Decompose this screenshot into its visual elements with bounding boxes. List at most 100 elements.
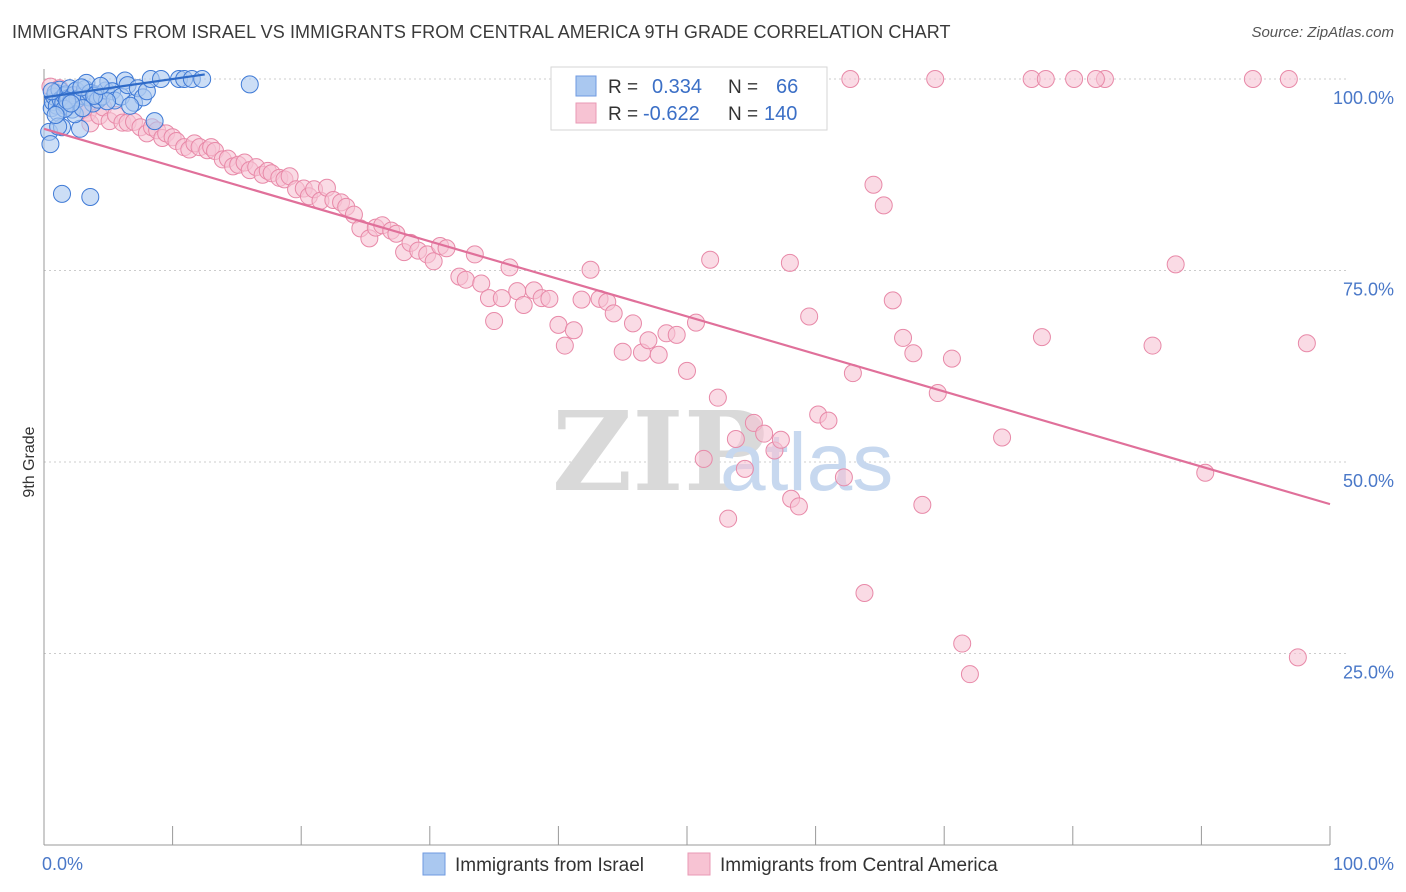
stats-legend-box: R = 0.334 N = 66 R = -0.622 N = 140	[550, 66, 828, 131]
y-tick-label-3: 25.0%	[1343, 663, 1394, 683]
point-central-140	[926, 70, 945, 88]
point-central-136	[1032, 328, 1051, 347]
point-central-80	[555, 336, 574, 355]
chart-source: Source: ZipAtlas.com	[1251, 24, 1394, 41]
point-central-83	[581, 260, 600, 279]
point-central-139	[780, 253, 799, 272]
point-central-111	[834, 468, 853, 487]
point-israel-65	[91, 76, 110, 95]
point-central-126	[1036, 70, 1055, 88]
point-central-99	[719, 509, 738, 528]
point-central-86	[604, 304, 623, 323]
series-central-america-points	[41, 70, 1316, 684]
point-central-122	[953, 634, 972, 653]
point-central-118	[904, 344, 923, 363]
stats-r-label-israel: R =	[608, 77, 638, 98]
trendline-central-america	[43, 127, 1331, 506]
point-central-113	[855, 583, 874, 602]
point-israel-50	[53, 184, 72, 203]
point-central-91	[649, 345, 668, 364]
stats-swatch-israel	[575, 75, 597, 97]
point-central-108	[800, 307, 819, 326]
point-central-114	[864, 175, 883, 194]
stats-n-value-israel: 66	[776, 76, 798, 98]
legend-swatch-israel	[422, 852, 446, 876]
point-israel-52	[121, 96, 140, 115]
legend-swatch-central	[687, 852, 711, 876]
stats-r-label-central: R =	[608, 104, 638, 125]
point-central-97	[701, 250, 720, 269]
point-central-133	[1288, 648, 1307, 667]
point-central-72	[492, 289, 511, 308]
point-central-134	[1279, 70, 1298, 88]
stats-box-frame	[550, 66, 828, 131]
point-central-124	[993, 428, 1012, 447]
stats-r-value-israel: 0.334	[652, 76, 702, 98]
stats-n-value-central: 140	[764, 103, 797, 125]
x-tick-label-left: 0.0%	[42, 854, 83, 874]
legend-label-israel: Immigrants from Israel	[455, 855, 644, 876]
point-central-101	[735, 459, 754, 478]
point-central-75	[514, 295, 533, 314]
point-central-78	[540, 289, 559, 308]
trendlines	[43, 73, 1331, 506]
point-central-87	[613, 342, 632, 361]
point-central-110	[819, 411, 838, 430]
axes	[43, 69, 1331, 846]
y-tick-labels: 100.0% 75.0% 50.0% 25.0%	[1333, 88, 1394, 683]
stats-swatch-central	[575, 102, 597, 124]
point-central-67	[456, 270, 475, 289]
point-central-117	[894, 328, 913, 347]
point-central-82	[572, 290, 591, 309]
point-central-63	[424, 252, 443, 271]
point-central-94	[678, 361, 696, 380]
point-central-71	[485, 312, 504, 331]
point-israel-1	[41, 135, 60, 154]
point-central-103	[755, 424, 774, 443]
point-central-135	[1297, 334, 1316, 353]
point-central-105	[771, 430, 790, 449]
y-tick-label-2: 50.0%	[1343, 471, 1394, 491]
point-israel-51	[81, 187, 100, 206]
point-central-69	[472, 274, 491, 293]
point-central-121	[942, 349, 961, 368]
stats-r-value-central: -0.622	[643, 103, 700, 125]
x-tick-label-right: 100.0%	[1333, 854, 1394, 874]
point-central-119	[913, 495, 932, 514]
point-central-129	[1143, 336, 1162, 355]
point-israel-64	[62, 94, 81, 113]
point-israel-60	[46, 106, 65, 125]
point-israel-48	[193, 70, 212, 88]
point-central-127	[1065, 70, 1084, 88]
watermark-zip: ZIP	[552, 387, 766, 516]
point-central-81	[564, 321, 583, 340]
legend-label-central: Immigrants from Central America	[720, 855, 998, 876]
point-central-123	[960, 665, 979, 684]
point-central-90	[639, 331, 658, 350]
point-central-138	[1086, 70, 1105, 88]
point-central-132	[1243, 70, 1262, 88]
point-central-98	[708, 388, 727, 407]
y-axis-label: 9th Grade	[21, 426, 38, 497]
point-central-107	[789, 497, 808, 516]
trendline-israel	[43, 73, 205, 99]
point-central-96	[694, 449, 713, 468]
chart-title: IMMIGRANTS FROM ISRAEL VS IMMIGRANTS FRO…	[12, 22, 951, 42]
point-central-137	[841, 70, 860, 88]
point-central-130	[1166, 255, 1185, 274]
stats-n-label-israel: N =	[728, 77, 758, 98]
point-israel-49	[240, 75, 259, 94]
point-central-115	[874, 196, 893, 215]
watermark: ZIP atlas	[552, 387, 893, 516]
point-central-116	[883, 291, 902, 310]
bottom-legend: Immigrants from Israel Immigrants from C…	[422, 852, 998, 876]
y-tick-label-1: 75.0%	[1343, 280, 1394, 300]
stats-n-label-central: N =	[728, 104, 758, 125]
series-israel-points	[40, 70, 259, 206]
y-tick-label-0: 100.0%	[1333, 88, 1394, 108]
point-central-100	[726, 430, 745, 449]
point-central-88	[623, 314, 642, 333]
point-central-79	[549, 315, 568, 334]
point-central-93	[667, 325, 686, 344]
